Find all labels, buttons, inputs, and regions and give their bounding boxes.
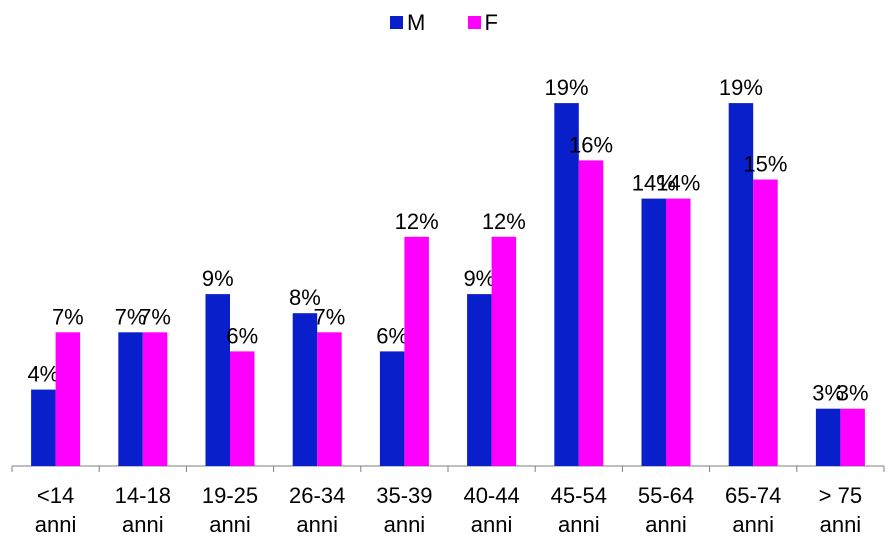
x-tick-label: > 75 [819, 483, 862, 508]
x-tick-label: anni [209, 512, 251, 537]
data-label-m: 7% [115, 304, 147, 329]
data-label-m: 6% [376, 323, 408, 348]
x-tick-label: anni [122, 512, 164, 537]
legend-swatch-m [390, 16, 404, 29]
data-label-m: 4% [27, 362, 59, 387]
data-label-m: 19% [545, 75, 589, 100]
x-tick-label: anni [558, 512, 600, 537]
x-tick-label: anni [820, 512, 862, 537]
legend-label-f: F [484, 10, 498, 35]
bar-f [55, 332, 81, 466]
data-label-m: 19% [719, 75, 763, 100]
data-label-m: 14% [632, 171, 676, 196]
legend-item-m: M [390, 10, 425, 36]
x-tick-label: 45-54 [551, 483, 607, 508]
x-tick-label: anni [645, 512, 687, 537]
data-label-m: 8% [289, 285, 321, 310]
legend-swatch-f [467, 16, 481, 29]
bar-m [554, 103, 579, 466]
data-label-f: 14% [656, 171, 700, 196]
x-tick-label: anni [296, 512, 338, 537]
data-label-f: 12% [395, 209, 439, 234]
bar-f [666, 198, 691, 466]
bar-f [578, 160, 604, 466]
bar-f [142, 332, 168, 466]
x-tick-label: 40-44 [463, 483, 519, 508]
bar-f [753, 179, 778, 466]
x-tick-label: 65-74 [725, 483, 781, 508]
bar-m [292, 313, 318, 466]
bar-f [840, 408, 865, 466]
data-label-f: 15% [743, 152, 787, 177]
bar-m [467, 294, 492, 466]
x-tick-label: 14-18 [115, 483, 171, 508]
x-tick-label: <14 [37, 483, 74, 508]
x-tick-label: anni [35, 512, 77, 537]
bar-m [728, 103, 754, 466]
bar-m [205, 294, 230, 466]
data-label-f: 12% [482, 209, 526, 234]
data-label-f: 6% [226, 323, 258, 348]
data-label-m: 9% [202, 266, 234, 291]
x-tick-label: 35-39 [376, 483, 432, 508]
legend-label-m: M [407, 10, 426, 35]
data-label-f: 3% [837, 381, 869, 406]
x-tick-label: 19-25 [202, 483, 258, 508]
bar-f [230, 351, 255, 466]
bar-f [404, 236, 429, 466]
legend-item-f: F [467, 10, 498, 36]
data-label-f: 7% [139, 304, 171, 329]
data-label-f: 16% [569, 132, 613, 157]
x-tick-label: anni [732, 512, 774, 537]
bar-m [641, 198, 666, 466]
x-tick-label: anni [471, 512, 513, 537]
bar-m [31, 389, 56, 466]
bar-m [118, 332, 143, 466]
x-tick-label: 26-34 [289, 483, 345, 508]
bar-f [317, 332, 342, 466]
bar-m [379, 351, 405, 466]
bar-f [491, 236, 517, 466]
legend: M F [0, 10, 888, 36]
data-label-m: 9% [463, 266, 495, 291]
x-tick-label: 55-64 [638, 483, 694, 508]
data-label-m: 3% [812, 381, 844, 406]
data-label-f: 7% [52, 304, 84, 329]
data-label-f: 7% [314, 304, 346, 329]
bar-m [815, 408, 841, 466]
x-tick-label: anni [384, 512, 426, 537]
